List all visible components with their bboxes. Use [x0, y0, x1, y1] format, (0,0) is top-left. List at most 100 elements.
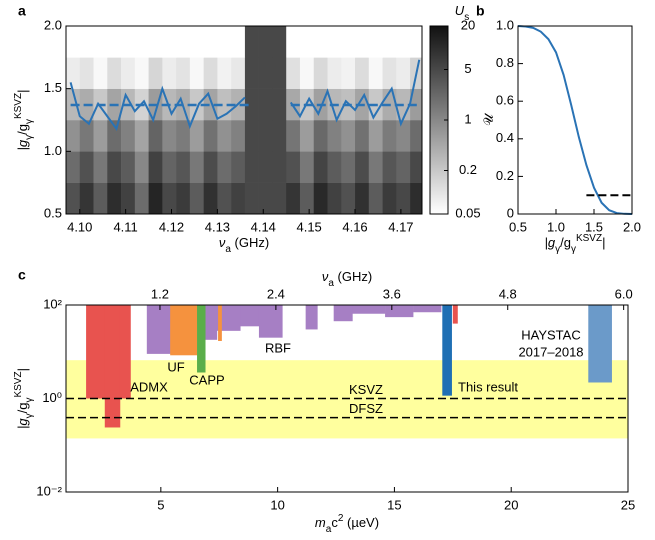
exclusion-region [216, 305, 241, 331]
heatmap-cell [355, 151, 370, 183]
heatmap-cell [327, 151, 342, 183]
x-tick-label: 4.14 [251, 219, 276, 234]
y-tick-label: 1.0 [44, 143, 62, 158]
label-part: γ [24, 135, 35, 140]
region-label: RBF [265, 340, 291, 355]
heatmap-cell [258, 182, 273, 215]
label-part: γ [24, 398, 35, 403]
heatmap-cell [327, 57, 342, 89]
heatmap-cell [79, 182, 94, 215]
heatmap-cell [286, 151, 301, 183]
heatmap-cell [231, 26, 246, 58]
exclusion-region [413, 305, 442, 313]
label-part: γ [571, 244, 576, 255]
label-part: |g [15, 418, 30, 429]
panel-label: c [18, 267, 26, 283]
heatmap-cell [299, 57, 315, 89]
x2-tick-label: 1.2 [151, 286, 169, 301]
panel-label: a [18, 3, 26, 19]
heatmap-cell [244, 120, 259, 152]
heatmap-cell [176, 26, 191, 58]
label-part: |g [545, 235, 556, 250]
region-label: 2017–2018 [518, 344, 583, 359]
label-part: |g [15, 139, 30, 150]
heatmap-cell [162, 120, 177, 152]
heatmap-cell [176, 182, 191, 215]
y-axis-label: 𝒰 [481, 112, 496, 126]
y-axis-label: |gγ/gγKSVZ| [13, 90, 35, 151]
heatmap-cell [355, 26, 370, 58]
heatmap-cell [313, 26, 328, 58]
label-part: KSVZ [576, 233, 602, 244]
heatmap-cell [162, 26, 177, 58]
heatmap-cell [79, 151, 94, 183]
label-part: s [464, 12, 469, 23]
x-tick-label: 0.5 [509, 219, 527, 234]
heatmap-cell [189, 151, 204, 183]
heatmap-cell [244, 57, 259, 89]
heatmap-cell [231, 151, 246, 183]
heatmap-cell [93, 120, 108, 152]
label-part: ν [322, 269, 329, 284]
heatmap-cell [107, 120, 122, 152]
heatmap-cell [176, 120, 191, 152]
label-part: (GHz) [231, 235, 269, 250]
exclusion-region [333, 305, 353, 322]
x-tick-label: 15 [387, 497, 401, 512]
heatmap-cell [66, 57, 81, 89]
x2-tick-label: 6.0 [615, 286, 633, 301]
heatmap-cell [313, 182, 328, 215]
label-part: /g [560, 235, 571, 250]
series-line [517, 25, 633, 215]
heatmap-cell [244, 26, 259, 58]
label-part: /g [15, 124, 30, 135]
x-axis-label: |gγ/gγKSVZ| [545, 233, 606, 255]
label-part: | [602, 235, 605, 250]
heatmap-cell [286, 182, 301, 215]
y-tick-label: 10² [43, 296, 62, 311]
x-tick-label: 4.10 [67, 219, 92, 234]
exclusion-region [352, 305, 386, 314]
x-tick-label: 25 [621, 497, 635, 512]
heatmap-cell [382, 120, 397, 152]
exclusion-region [442, 305, 452, 396]
heatmap-cell [396, 151, 411, 183]
y-tick-label: 2.0 [44, 17, 62, 32]
heatmap-cell [396, 182, 411, 215]
heatmap-cell [93, 151, 108, 183]
y-tick-label: 0 [507, 205, 514, 220]
heatmap-cell [66, 26, 81, 58]
x-tick-label: 4.16 [342, 219, 367, 234]
heatmap-cell [134, 120, 149, 152]
y-tick-label: 0.6 [496, 93, 514, 108]
exclusion-region [588, 305, 612, 383]
heatmap-cell [79, 26, 94, 58]
exclusion-region [305, 305, 318, 330]
label-part: a [326, 524, 332, 535]
exclusion-region [119, 305, 131, 399]
exclusion-region [218, 305, 222, 341]
label-part: γ [24, 119, 35, 124]
colorbar-tick-label: 1 [464, 111, 471, 126]
heatmap-cell [272, 57, 287, 89]
heatmap-cell [410, 151, 423, 183]
heatmap-cell [244, 88, 259, 121]
heatmap-cell [341, 182, 356, 215]
x-tick-label: 10 [270, 497, 284, 512]
heatmap-cell [258, 151, 273, 183]
heatmap-cell [313, 151, 328, 183]
label-part: γ [24, 413, 35, 418]
exclusion-region [258, 305, 283, 338]
heatmap-cell [189, 57, 204, 89]
colorbar-tick-label: 20 [461, 17, 475, 32]
label-part: (GHz) [334, 269, 372, 284]
heatmap-cell [258, 26, 273, 58]
heatmap-cell [107, 182, 122, 215]
label-part: m [315, 515, 326, 530]
heatmap-cell [382, 26, 397, 58]
exclusion-region [197, 305, 206, 373]
x-tick-label: 4.17 [388, 219, 413, 234]
y-axis-label: |gγ/gγKSVZ| [13, 368, 35, 429]
heatmap-cell [244, 151, 259, 183]
heatmap-cell [382, 182, 397, 215]
